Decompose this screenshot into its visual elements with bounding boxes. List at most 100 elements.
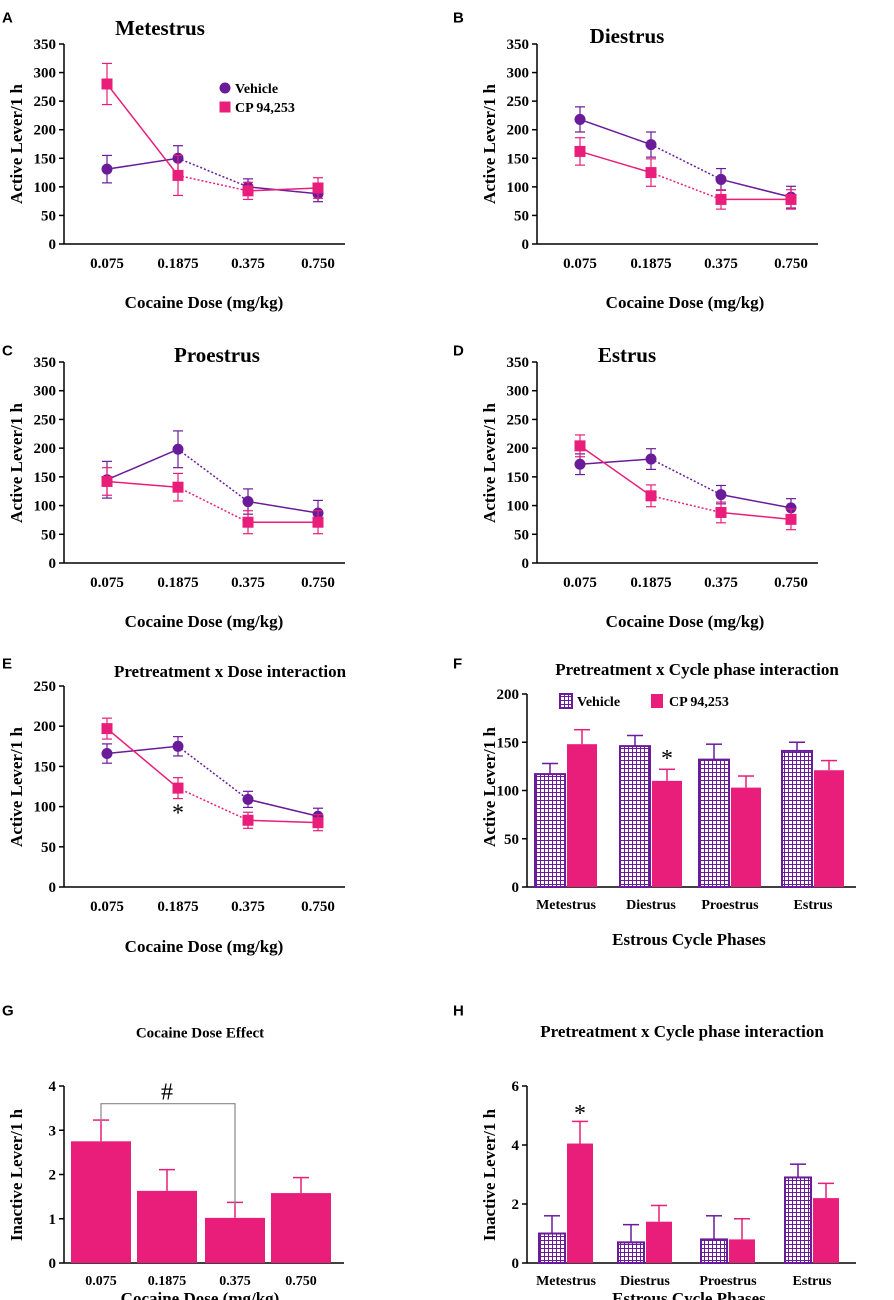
panel-b-y-tick-label: 200 xyxy=(507,123,530,139)
panel-c-x-tick-label: 0.750 xyxy=(301,575,335,591)
panel-d-vehicle-line-segment xyxy=(650,458,722,496)
panel-b-y-tick-label: 50 xyxy=(514,208,529,224)
panel-f-y-tick-label: 200 xyxy=(497,687,520,703)
panel-b-x-tick-label: 0.750 xyxy=(774,256,808,272)
panel-e-cp-line-segment xyxy=(106,728,179,789)
panel-h-vehicle-bar xyxy=(538,1232,566,1264)
panel-a-title: Metestrus xyxy=(115,16,205,40)
legend-vehicle-marker xyxy=(219,82,231,94)
panel-h-vehicle-bar xyxy=(700,1238,728,1265)
panel-h-y-tick-label: 0 xyxy=(512,1256,520,1272)
panel-h-y-tick-label: 6 xyxy=(512,1079,520,1095)
panel-c-y-tick-label: 250 xyxy=(34,412,57,428)
panel-a-x-tick-label: 0.750 xyxy=(301,256,335,272)
panel-f-cp-bar xyxy=(567,744,597,887)
panel-h-y-tick-label: 2 xyxy=(512,1197,520,1213)
panel-g-y-tick-label: 3 xyxy=(49,1123,57,1139)
panel-a-x-tick-label: 0.075 xyxy=(90,256,124,272)
panel-d-y-label: Active Lever/1 h xyxy=(480,403,499,523)
panel-b-vehicle-point xyxy=(715,173,727,185)
panel-d-cp-line-segment xyxy=(720,511,792,521)
panel-b-y-tick-label: 350 xyxy=(507,37,530,53)
panel-d-vehicle-line-segment xyxy=(720,493,792,509)
panel-c-vehicle-line-segment xyxy=(247,500,319,514)
panel-e-x-tick-label: 0.075 xyxy=(90,899,124,915)
panel-a-x-tick-label: 0.1875 xyxy=(157,256,198,272)
panel-e-y-label: Active Lever/1 h xyxy=(7,727,26,847)
panel-f-vehicle-bar xyxy=(698,758,730,888)
panel-a-vehicle-line-segment xyxy=(247,186,319,195)
panel-h-vehicle-bar xyxy=(617,1241,645,1264)
panel-d-y-tick-label: 300 xyxy=(507,384,530,400)
panel-e-x-tick-label: 0.750 xyxy=(301,899,335,915)
panel-b-y-tick-label: 250 xyxy=(507,94,530,110)
panel-a-cp-point xyxy=(172,169,184,181)
panel-d-vehicle-point xyxy=(574,458,586,470)
panel-e-y-tick-label: 100 xyxy=(34,800,57,816)
panel-d: D Estrus 0 50 100 150 200 250 300 350 Cocaine Dose… xyxy=(453,342,818,631)
panel-c-x-tick-label: 0.1875 xyxy=(157,575,198,591)
panel-d-y-tick-label: 200 xyxy=(507,441,530,457)
panel-f-title: Pretreatment x Cycle phase interaction xyxy=(555,660,839,679)
panel-e-x-tick-label: 0.375 xyxy=(231,899,265,915)
panel-f-x-tick-label: Proestrus xyxy=(701,898,759,913)
panel-b-x-label: Cocaine Dose (mg/kg) xyxy=(606,293,765,312)
panel-c-vehicle-line-segment xyxy=(106,448,179,481)
panel-b-x-tick-label: 0.075 xyxy=(563,256,597,272)
panel-a-vehicle-line-segment xyxy=(106,157,179,170)
panel-a-vehicle-point xyxy=(101,163,113,175)
panel-e-cp-point xyxy=(312,817,324,829)
panel-f-significance-mark: * xyxy=(661,746,673,772)
panel-d-y-tick-label: 0 xyxy=(522,556,530,572)
panel-g-cp-bar xyxy=(137,1190,197,1263)
panel-d-cp-point xyxy=(645,490,657,502)
legend-vehicle-label: Vehicle xyxy=(235,82,278,97)
panel-c-letter: C xyxy=(2,342,13,359)
panel-f: F Pretreatment x Cycle phase interaction 0… xyxy=(453,655,856,949)
panel-e-y-tick-label: 50 xyxy=(41,840,56,856)
panel-d-y-tick-label: 50 xyxy=(514,527,529,543)
panel-d-y-tick-label: 150 xyxy=(507,470,530,486)
panel-f-y-label: Active Lever/1 h xyxy=(480,727,499,847)
panel-a-y-tick-label: 100 xyxy=(34,180,57,196)
panel-a-y-tick-label: 250 xyxy=(34,94,57,110)
panel-c-cp-line-segment xyxy=(177,486,249,523)
panel-b-x-tick-label: 0.375 xyxy=(704,256,738,272)
panel-h-x-tick-label: Metestrus xyxy=(536,1274,596,1289)
panel-a-x-tick-label: 0.375 xyxy=(231,256,265,272)
panel-g-y-tick-label: 2 xyxy=(49,1168,57,1184)
panel-b-cp-point xyxy=(715,193,727,205)
panel-g-x-tick-label: 0.075 xyxy=(85,1274,117,1289)
panel-b-y-tick-label: 100 xyxy=(507,180,530,196)
panel-a-vehicle-line-segment xyxy=(177,157,249,188)
panel-c-y-tick-label: 200 xyxy=(34,441,57,457)
legend-cp-marker xyxy=(219,101,231,113)
panel-f-cp-bar xyxy=(652,780,682,887)
panel-h-letter: H xyxy=(453,1002,464,1019)
panel-h-significance-mark: * xyxy=(574,1101,586,1127)
panel-b-letter: B xyxy=(453,9,464,26)
panel-e-cp-point xyxy=(242,814,254,826)
panel-c-y-tick-label: 0 xyxy=(49,556,57,572)
panel-c-y-tick-label: 150 xyxy=(34,470,57,486)
panel-c-x-tick-label: 0.375 xyxy=(231,575,265,591)
panel-c-y-tick-label: 100 xyxy=(34,499,57,515)
panel-f-y-tick-label: 0 xyxy=(512,880,520,896)
panel-c-x-tick-label: 0.075 xyxy=(90,575,124,591)
panel-f-y-tick-label: 100 xyxy=(497,784,520,800)
panel-d-cp-point xyxy=(574,440,586,452)
panel-c-cp-point xyxy=(172,481,184,493)
panel-h-cp-bar xyxy=(729,1239,755,1263)
panel-g-cp-bar xyxy=(205,1217,265,1263)
panel-c-y-label: Active Lever/1 h xyxy=(7,403,26,523)
panel-d-y-tick-label: 250 xyxy=(507,412,530,428)
panel-b-vehicle-point xyxy=(574,113,586,125)
panel-e-y-tick-label: 250 xyxy=(34,679,57,695)
panel-e-x-tick-label: 0.1875 xyxy=(157,899,198,915)
panel-e-title: Pretreatment x Dose interaction xyxy=(114,662,347,681)
panel-b-y-label: Active Lever/1 h xyxy=(480,84,499,204)
panel-a-y-tick-label: 300 xyxy=(34,66,57,82)
panel-f-letter: F xyxy=(453,655,462,672)
legend-f-cp-label: CP 94,253 xyxy=(669,695,729,710)
panel-g-cp-bar xyxy=(271,1193,331,1263)
